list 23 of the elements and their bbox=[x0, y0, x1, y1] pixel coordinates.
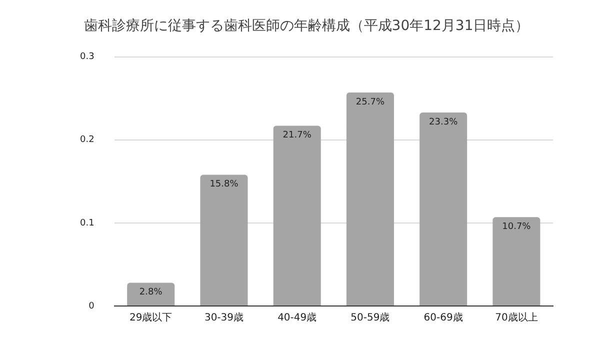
data-label: 25.7% bbox=[356, 97, 385, 108]
y-tick-label: 0.2 bbox=[80, 135, 94, 146]
chart-title: 歯科診療所に従事する歯科医師の年齢構成（平成30年12月31日時点） bbox=[84, 18, 530, 34]
x-tick-label: 50-59歳 bbox=[350, 312, 390, 324]
data-label: 2.8% bbox=[139, 288, 163, 298]
x-tick-label: 29歳以下 bbox=[130, 312, 172, 324]
bar bbox=[492, 217, 540, 306]
bar bbox=[200, 174, 248, 306]
y-tick-label: 0 bbox=[88, 301, 95, 312]
data-label: 10.7% bbox=[502, 222, 532, 232]
y-tick-label: 0.1 bbox=[80, 218, 94, 228]
x-tick-label: 30-39歳 bbox=[204, 312, 244, 324]
data-label: 21.7% bbox=[282, 130, 312, 141]
data-label: 15.8% bbox=[210, 180, 239, 190]
y-tick-label: 0.3 bbox=[80, 52, 94, 62]
bar bbox=[346, 92, 394, 306]
bar bbox=[127, 282, 175, 306]
x-tick-label: 60-69歳 bbox=[424, 312, 463, 324]
data-label: 23.3% bbox=[429, 117, 458, 128]
bar bbox=[273, 126, 321, 306]
bar bbox=[420, 112, 468, 306]
x-tick-label: 70歳以上 bbox=[495, 312, 538, 324]
x-tick-label: 40-49歳 bbox=[278, 312, 317, 324]
